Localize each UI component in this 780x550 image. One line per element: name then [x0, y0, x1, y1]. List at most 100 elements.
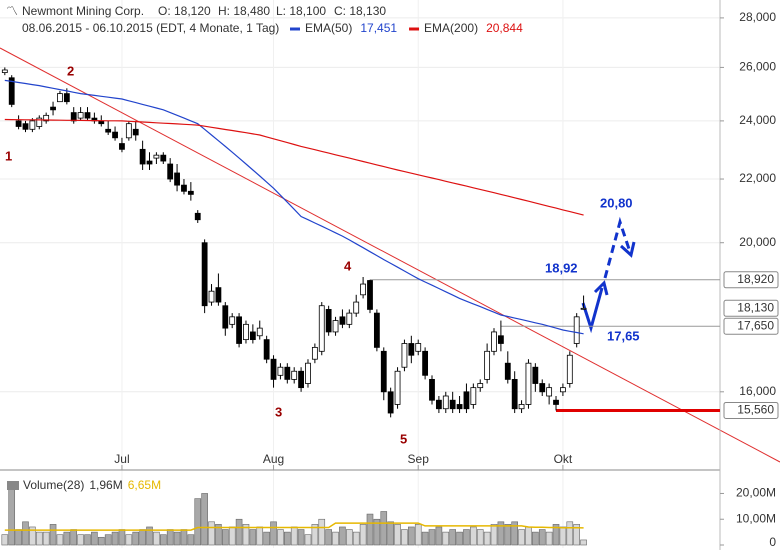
- wave-label: 4: [344, 258, 352, 273]
- volume-legend: Volume(28): [23, 478, 84, 492]
- candle-body: [504, 362, 511, 380]
- volume-bar: [228, 526, 236, 546]
- candle-body: [256, 327, 263, 337]
- volume-tick-label: 10,00M: [736, 511, 776, 525]
- candle-body: [263, 339, 270, 360]
- volume-bar: [559, 526, 567, 546]
- y-tick-label: 20,000: [739, 235, 776, 249]
- volume-bar: [504, 524, 512, 546]
- candle-body: [484, 350, 491, 380]
- volume-tick-label: 20,00M: [736, 486, 776, 500]
- volume-bar: [346, 529, 353, 546]
- candle-body: [43, 114, 50, 122]
- candle-body: [456, 404, 463, 410]
- volume-bar: [435, 526, 443, 546]
- volume-bar: [22, 521, 29, 546]
- candle-body: [305, 362, 311, 384]
- volume-bar: [8, 488, 16, 546]
- x-tick-label: Okt: [554, 452, 573, 466]
- volume-bar: [297, 529, 305, 546]
- volume-bar: [325, 529, 332, 546]
- candle-body: [518, 404, 525, 410]
- candle-body: [497, 335, 504, 344]
- volume-bar: [318, 518, 326, 546]
- candle-body: [57, 93, 63, 103]
- candle-body: [525, 362, 532, 405]
- volume-bar: [483, 531, 491, 546]
- volume-bar: [173, 531, 181, 546]
- candle-body: [346, 312, 353, 325]
- volume-ma-label: 6,65M: [128, 478, 161, 492]
- y-tick-label: 24,000: [739, 113, 776, 127]
- volume-bar: [249, 529, 257, 546]
- y-tick-label: 16,000: [739, 384, 776, 398]
- candle-body: [532, 366, 539, 384]
- volume-bar: [84, 534, 91, 546]
- wave-label: 5: [400, 431, 407, 446]
- volume-bar: [1, 534, 9, 546]
- legend-label: EMA(50): [305, 21, 352, 35]
- candle-body: [36, 117, 43, 127]
- candle-body: [311, 346, 318, 360]
- candle-body: [8, 77, 15, 105]
- price-flag: [723, 271, 779, 289]
- volume-tick-label: 0: [769, 535, 776, 549]
- volume-bar: [263, 531, 270, 546]
- volume-bar: [97, 536, 105, 546]
- wave-label: 1: [5, 148, 12, 163]
- candle-body: [229, 316, 236, 325]
- candle-body: [511, 378, 518, 410]
- ohlc-label: H: 18,480: [218, 4, 270, 18]
- volume-bar: [118, 529, 126, 546]
- volume-bar: [180, 529, 188, 546]
- volume-bar: [545, 531, 553, 546]
- candle-body: [208, 290, 215, 303]
- candle-body: [553, 399, 559, 405]
- volume-bar: [359, 524, 367, 546]
- volume-bar: [284, 531, 291, 546]
- candle-body: [415, 343, 422, 352]
- candle-body: [77, 112, 84, 119]
- volume-bar: [132, 531, 140, 546]
- x-tick-label: Aug: [263, 452, 284, 466]
- volume-bar: [201, 493, 208, 546]
- candle-body: [560, 387, 566, 393]
- candle-body: [318, 305, 325, 352]
- candle-body: [112, 131, 118, 139]
- volume-bar: [77, 534, 84, 546]
- candle-body: [22, 123, 29, 130]
- candle-body: [477, 383, 484, 389]
- volume-bar: [49, 524, 57, 546]
- candle-body: [222, 305, 229, 329]
- wave-label: 3: [275, 404, 282, 419]
- volume-bar: [42, 531, 50, 546]
- candle-body: [105, 128, 112, 133]
- candle-body: [132, 128, 139, 136]
- volume-bar: [428, 529, 436, 546]
- volume-bar: [91, 531, 98, 546]
- volume-bar: [35, 531, 43, 546]
- candle-body: [566, 354, 573, 384]
- volume-bar: [421, 531, 429, 546]
- price-flag-label: 17,650: [737, 318, 774, 332]
- candle-body: [332, 320, 339, 333]
- candle-body: [546, 387, 553, 397]
- ema-line: [4, 118, 584, 216]
- candle-body: [325, 309, 332, 333]
- candle-body: [1, 69, 8, 73]
- candle-body: [84, 112, 91, 119]
- candle-body: [360, 283, 367, 296]
- volume-bar: [146, 526, 153, 546]
- volume-bar: [153, 531, 160, 546]
- volume-bar: [352, 531, 360, 546]
- target-label: 18,92: [545, 260, 578, 275]
- volume-bar: [242, 524, 250, 546]
- volume-bar: [256, 526, 264, 546]
- candle-body: [463, 391, 470, 410]
- candle-body: [387, 391, 394, 414]
- volume-bar: [538, 529, 546, 546]
- price-flag-label: 18,130: [737, 300, 774, 314]
- volume-bar: [373, 518, 381, 546]
- price-flag: [723, 317, 779, 335]
- candle-body: [160, 154, 167, 162]
